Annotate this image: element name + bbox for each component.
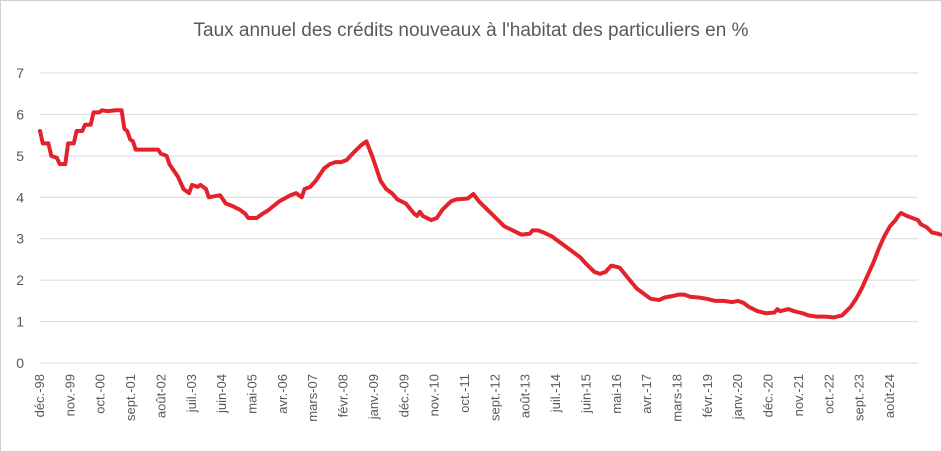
x-tick-label: nov.-10: [427, 374, 442, 416]
x-tick-label: mars-18: [670, 374, 685, 422]
x-tick-label: oct.-00: [93, 374, 108, 414]
x-tick-label: mai-16: [609, 374, 624, 414]
x-tick-label: oct.-22: [821, 374, 836, 414]
x-tick-label: avr.-17: [639, 374, 654, 414]
y-axis-labels: 0 1 2 3 4 5 6 7: [16, 65, 24, 371]
y-tick-label: 4: [16, 189, 24, 205]
x-tick-label: févr.-08: [336, 374, 351, 417]
x-tick-label: mai-05: [245, 374, 260, 414]
x-tick-label: janv.-09: [366, 374, 381, 420]
x-tick-label: déc.-98: [32, 374, 47, 417]
y-tick-label: 6: [16, 106, 24, 122]
chart-title: Taux annuel des crédits nouveaux à l'hab…: [193, 20, 749, 41]
y-tick-label: 2: [16, 272, 24, 288]
x-tick-label: nov.-99: [62, 374, 77, 416]
x-tick-label: janv.-20: [730, 374, 745, 420]
x-tick-label: août-13: [518, 374, 533, 418]
gridlines: [40, 72, 918, 364]
x-tick-label: avr.-06: [275, 374, 290, 414]
x-tick-label: févr.-19: [700, 374, 715, 417]
y-tick-label: 0: [16, 355, 24, 371]
y-tick-label: 3: [16, 231, 24, 247]
x-tick-label: juil.-14: [548, 374, 563, 413]
x-tick-label: août-02: [153, 374, 168, 418]
x-axis-labels: déc.-98 nov.-99 oct.-00 sept.-01 août-02 juil…: [32, 374, 897, 422]
x-tick-label: juil.-03: [184, 374, 199, 413]
x-tick-label: déc.-09: [396, 374, 411, 417]
x-tick-label: nov.-21: [791, 374, 806, 416]
y-tick-label: 1: [16, 314, 24, 330]
x-tick-label: mars-07: [305, 374, 320, 422]
x-tick-label: août-24: [882, 374, 897, 418]
series-line: [38, 108, 942, 320]
x-tick-label: juin-04: [214, 374, 229, 414]
series-layer: [38, 108, 942, 320]
x-tick-label: sept.-23: [852, 374, 867, 421]
y-tick-label: 7: [16, 65, 24, 81]
x-tick-label: juin-15: [578, 374, 593, 414]
x-tick-label: sept.-12: [487, 374, 502, 421]
x-tick-label: déc.-20: [761, 374, 776, 417]
y-tick-label: 5: [16, 148, 24, 164]
x-tick-label: oct.-11: [457, 374, 472, 413]
x-tick-label: sept.-01: [123, 374, 138, 421]
